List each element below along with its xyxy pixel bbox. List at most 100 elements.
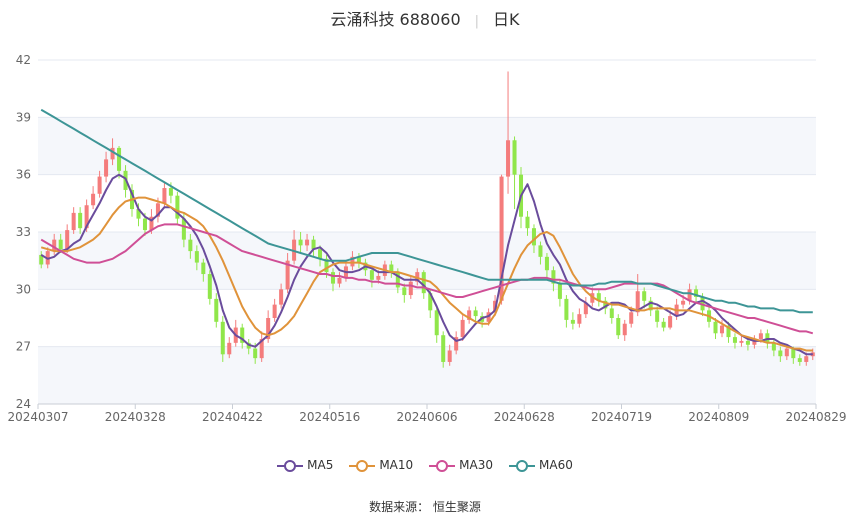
candle-body: [266, 318, 271, 340]
candle: [635, 274, 640, 317]
candle: [71, 207, 76, 234]
candle: [194, 245, 199, 271]
x-tick-label: 20240307: [7, 410, 68, 424]
candle-body: [447, 350, 452, 362]
x-tick-label: 20240829: [785, 410, 846, 424]
candle-body: [253, 348, 258, 359]
candle: [447, 344, 452, 366]
candle-body: [168, 188, 173, 196]
candle: [97, 170, 102, 198]
candle-body: [259, 339, 264, 359]
candle-body: [201, 262, 206, 275]
legend-marker-icon: [509, 459, 536, 472]
candle-body: [279, 289, 284, 305]
candle-body: [369, 270, 374, 280]
candle-body: [551, 270, 556, 284]
legend-item-ma5[interactable]: MA5: [277, 458, 333, 473]
candle-body: [577, 314, 582, 324]
legend-label: MA10: [379, 458, 414, 473]
candle-body: [421, 272, 426, 294]
candle-body: [506, 140, 511, 177]
candle: [506, 71, 511, 194]
x-tick-label: 20240328: [105, 410, 166, 424]
candle: [713, 318, 718, 340]
candle-body: [603, 300, 608, 309]
candle-body: [181, 218, 186, 240]
candle-body: [538, 245, 543, 257]
candle-body: [804, 356, 809, 362]
candle-body: [564, 298, 569, 320]
legend-marker-icon: [349, 459, 376, 472]
candlestick-chart: 24 27 30 33 36 39 42 20240307 20240328 20240422 20…: [7, 53, 846, 424]
candle: [525, 210, 530, 236]
candle-body: [499, 176, 504, 301]
x-tick-label: 20240809: [688, 410, 749, 424]
candle: [369, 266, 374, 288]
candle-body: [557, 283, 562, 299]
grid-band: [38, 117, 816, 175]
candle-body: [648, 300, 653, 311]
candle-body: [460, 319, 465, 338]
candle-body: [661, 321, 666, 328]
legend-marker-icon: [277, 459, 304, 472]
x-tick-label: 20240606: [396, 410, 457, 424]
period-label: 日K: [493, 10, 520, 29]
candle-body: [771, 342, 776, 351]
candle-body: [544, 256, 549, 271]
candle-body: [473, 310, 478, 317]
candle-body: [214, 298, 219, 322]
grid-band: [38, 346, 816, 404]
candle: [564, 295, 569, 328]
candle-body: [739, 340, 744, 343]
candle-body: [583, 302, 588, 315]
candle-body: [784, 348, 789, 357]
candle-body: [318, 249, 323, 259]
legend-marker-icon: [429, 459, 456, 472]
candle-body: [220, 321, 225, 355]
candle-body: [655, 310, 660, 322]
candle-body: [570, 319, 575, 324]
candle-body: [142, 218, 147, 231]
legend-item-ma10[interactable]: MA10: [349, 458, 413, 473]
candle: [91, 186, 96, 210]
y-tick-label: 36: [16, 168, 31, 182]
candle: [104, 151, 109, 183]
candle: [175, 191, 180, 225]
legend-label: MA60: [539, 458, 573, 473]
candle-body: [155, 203, 160, 217]
candle: [227, 337, 232, 359]
candle-body: [272, 304, 277, 318]
candle-body: [713, 321, 718, 334]
candle: [473, 306, 478, 322]
candle: [318, 245, 323, 267]
candle: [570, 312, 575, 330]
candle-body: [428, 293, 433, 311]
legend-item-ma60[interactable]: MA60: [509, 458, 573, 473]
candle: [402, 283, 407, 303]
candle-body: [797, 358, 802, 362]
y-tick-label: 42: [16, 53, 31, 67]
candle-body: [337, 277, 342, 284]
data-source: 数据来源： 恒生聚源: [369, 500, 481, 514]
candle: [330, 268, 336, 292]
candle-body: [732, 337, 737, 343]
candle-body: [434, 310, 439, 336]
candle-body: [324, 258, 329, 273]
candle-body: [758, 333, 763, 340]
candle: [201, 258, 206, 282]
candle-body: [726, 325, 731, 338]
candle-body: [39, 254, 44, 265]
legend-item-ma30[interactable]: MA30: [429, 458, 493, 473]
candle: [616, 314, 621, 340]
candle-body: [745, 340, 750, 345]
candle-body: [97, 176, 102, 194]
candle-body: [389, 264, 394, 273]
candle: [739, 335, 744, 347]
chart-title: 云涌科技 688060 | 日K: [0, 6, 850, 30]
candle-body: [635, 291, 640, 313]
series-line-ma10: [40, 196, 813, 352]
y-tick-label: 30: [16, 282, 31, 296]
candle: [220, 316, 225, 362]
candle: [544, 253, 549, 278]
candle-body: [467, 310, 472, 320]
